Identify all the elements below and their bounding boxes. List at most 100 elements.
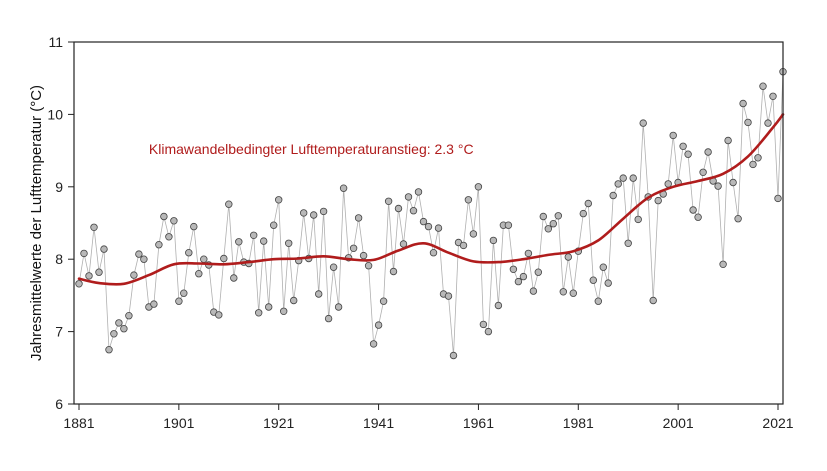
trend-annotation: Klimawandelbedingter Lufttemperaturansti… (149, 141, 474, 157)
data-point (379, 297, 388, 305)
data-point (444, 292, 453, 300)
data-point (265, 303, 273, 311)
data-points (75, 67, 787, 360)
data-point (170, 217, 178, 225)
data-point (80, 249, 88, 258)
x-tick-label: 2021 (762, 415, 793, 431)
data-point (469, 230, 478, 238)
data-point (519, 272, 528, 281)
data-point (125, 312, 133, 320)
data-point (100, 245, 108, 253)
data-point (75, 280, 83, 288)
data-point (105, 346, 113, 354)
y-axis: 6 7 8 9 10 11 (47, 34, 74, 412)
data-point (280, 307, 288, 315)
data-point (300, 209, 308, 217)
data-point (594, 297, 602, 305)
data-point (115, 319, 123, 327)
data-point (369, 340, 378, 348)
data-point (120, 325, 128, 333)
data-point (614, 180, 622, 188)
data-point (639, 119, 647, 127)
data-point (544, 225, 552, 233)
data-point (669, 131, 677, 140)
data-point (589, 276, 597, 284)
x-tick-label: 1881 (63, 415, 94, 431)
data-point (235, 238, 243, 246)
data-point (140, 255, 148, 263)
data-point (175, 297, 183, 305)
data-point (110, 330, 118, 338)
y-tick-label: 9 (55, 179, 63, 195)
y-tick-label: 6 (55, 396, 63, 412)
data-point (409, 206, 418, 215)
data-point (384, 197, 393, 205)
data-point (584, 199, 592, 208)
data-point (534, 268, 542, 276)
data-point (724, 136, 732, 145)
data-point (604, 279, 612, 287)
y-axis-label: Jahresmittelwerte der Lufttemperatur (°C… (28, 85, 45, 361)
data-point (504, 221, 513, 229)
data-point (275, 196, 283, 204)
data-point (459, 241, 468, 250)
data-point (249, 231, 258, 239)
data-point (185, 248, 193, 257)
data-point (190, 222, 198, 231)
data-point (374, 321, 383, 329)
data-point (744, 118, 752, 127)
x-tick-label: 1981 (563, 415, 594, 431)
data-point (364, 262, 373, 270)
data-point (699, 168, 707, 176)
data-point (734, 214, 742, 223)
data-point (479, 320, 488, 329)
trend-line (77, 113, 785, 286)
data-point (464, 196, 473, 204)
data-point (624, 239, 632, 247)
x-tick-label: 1921 (263, 415, 294, 431)
x-tick-label: 1941 (363, 415, 394, 431)
data-point (524, 249, 533, 258)
data-point (389, 267, 398, 276)
data-point (714, 182, 722, 190)
x-axis: 1881 1901 1921 1941 1961 1981 2001 2021 (63, 404, 794, 431)
data-point (694, 213, 702, 221)
data-point (260, 237, 268, 245)
data-point (90, 223, 98, 231)
data-point (489, 236, 498, 245)
data-point (394, 204, 403, 213)
data-point (749, 160, 757, 169)
data-point (180, 289, 188, 297)
data-point (315, 290, 323, 298)
x-tick-label: 1961 (463, 415, 494, 431)
data-point (759, 82, 767, 90)
data-point (290, 296, 298, 305)
data-point (339, 184, 348, 192)
data-point (130, 271, 138, 279)
data-point (494, 301, 503, 310)
y-tick-label: 10 (47, 106, 63, 122)
data-point (529, 287, 538, 295)
data-point (554, 212, 562, 220)
data-point (679, 142, 687, 150)
data-point (329, 263, 338, 271)
data-point (634, 215, 642, 224)
data-point (474, 183, 483, 191)
data-point (569, 289, 577, 297)
x-tick-label: 2001 (663, 415, 694, 431)
data-point (484, 327, 493, 336)
data-point (689, 206, 697, 214)
data-point (434, 224, 443, 232)
data-point (85, 272, 93, 280)
data-point (215, 311, 223, 319)
data-point (649, 296, 657, 305)
data-point (729, 178, 737, 187)
data-point (719, 260, 727, 268)
data-point (774, 194, 782, 203)
data-point (220, 254, 228, 263)
data-point (200, 255, 208, 263)
plot-frame (73, 41, 784, 405)
data-point (354, 214, 363, 222)
data-point (739, 99, 747, 108)
data-point (95, 268, 103, 276)
